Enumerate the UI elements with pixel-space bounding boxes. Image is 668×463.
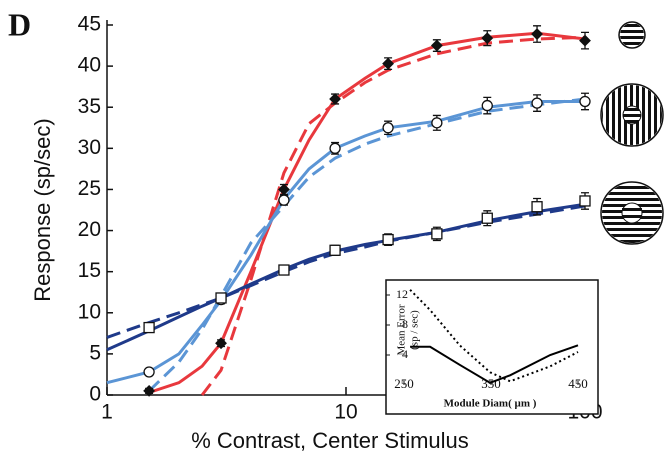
x-tick-label: 10 xyxy=(334,401,357,424)
inset-x-axis-label: Module Diam( µm ) xyxy=(444,398,537,410)
y-axis-label: Response (sp/sec) xyxy=(30,118,55,301)
y-tick-label: 10 xyxy=(78,300,101,323)
inset-y-axis-label: Mean Error xyxy=(396,304,408,355)
model-line xyxy=(106,100,585,385)
data-point xyxy=(481,32,494,45)
data-point xyxy=(329,93,341,105)
data-point xyxy=(481,212,493,224)
y-tick-label: 0 xyxy=(89,383,101,406)
data-point xyxy=(382,57,395,70)
inset-line xyxy=(410,344,579,384)
y-tick-label: 25 xyxy=(78,177,101,200)
data-point xyxy=(579,34,591,47)
inset-line xyxy=(409,289,579,383)
data-point xyxy=(431,117,443,129)
icon-medium-center-grating xyxy=(622,105,642,125)
data-point xyxy=(382,122,394,134)
y-tick-label: 35 xyxy=(78,95,101,118)
data-point xyxy=(143,384,156,397)
inset-y-tick-label: 4 xyxy=(402,347,408,361)
data-point xyxy=(278,183,290,196)
inset-x-tick-label: 450 xyxy=(568,376,588,391)
y-tick-label: 30 xyxy=(78,136,101,159)
stimulus-icons xyxy=(600,21,664,245)
data-point xyxy=(278,264,290,276)
x-axis-label: % Contrast, Center Stimulus xyxy=(191,428,469,453)
model-line xyxy=(148,31,586,394)
icon-large-center-stripe xyxy=(622,208,642,211)
y-tick-label: 40 xyxy=(78,54,101,77)
data-point xyxy=(215,337,227,350)
main-chart: 051015202530354045110100% Contrast, Cent… xyxy=(30,13,603,453)
data-point xyxy=(481,99,493,112)
data-point xyxy=(329,244,341,256)
data-point xyxy=(430,39,443,52)
y-tick-label: 15 xyxy=(78,259,101,282)
data-point xyxy=(579,95,591,108)
data-point xyxy=(579,195,591,207)
data-point xyxy=(215,292,227,304)
data-point xyxy=(431,228,443,240)
data-point xyxy=(143,366,155,378)
inset-y-tick-label: 12 xyxy=(396,287,408,301)
x-tick-label: 1 xyxy=(101,401,113,424)
y-tick-label: 20 xyxy=(78,218,101,241)
panel-label: D xyxy=(8,6,31,42)
data-point xyxy=(329,142,341,154)
inset-y-tick-label: 8 xyxy=(402,317,408,331)
icon-small-grating xyxy=(620,23,644,47)
y-tick-label: 45 xyxy=(78,13,101,36)
fit-line xyxy=(148,97,586,392)
inset-y-axis-label: (sp / sec) xyxy=(409,310,421,350)
inset-x-tick-label: 250 xyxy=(394,376,414,391)
fit-line xyxy=(200,35,586,396)
data-point xyxy=(531,97,543,109)
data-point xyxy=(531,201,543,213)
data-point xyxy=(382,233,394,246)
icon-large-center xyxy=(621,202,643,224)
data-point xyxy=(278,194,290,206)
model-line xyxy=(106,202,586,352)
icon-large-center-stripe xyxy=(622,215,642,218)
data-point xyxy=(531,28,543,40)
data-point xyxy=(143,321,155,334)
y-tick-label: 5 xyxy=(89,341,101,364)
